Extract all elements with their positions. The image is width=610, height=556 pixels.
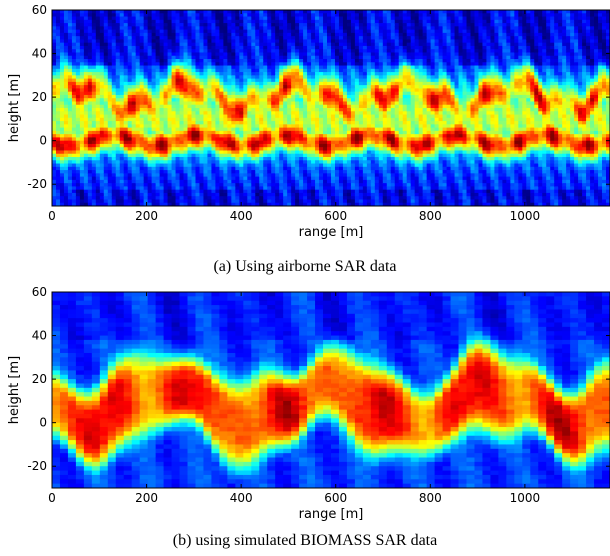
x-axis-label: range [m]	[299, 225, 364, 240]
y-tick-label: 20	[32, 372, 47, 386]
x-tick-label: 1000	[510, 209, 541, 223]
x-tick-label: 200	[135, 491, 158, 505]
y-axis-label: height [m]	[7, 356, 22, 424]
caption-a: (a) Using airborne SAR data	[213, 258, 397, 275]
y-tick-label: -20	[27, 177, 47, 191]
y-tick-label: 40	[32, 329, 47, 343]
y-tick-label: 40	[32, 47, 47, 61]
y-tick-label: -20	[27, 459, 47, 473]
x-tick-label: 600	[324, 209, 347, 223]
heatmap-chart-b: 0 200 400 600 800 1000 -20 0 20 40 60 range [m] heig…	[7, 285, 610, 522]
x-tick-label: 200	[135, 209, 158, 223]
caption-b: (b) using simulated BIOMASS SAR data	[172, 532, 438, 549]
heatmap-cells	[52, 10, 610, 206]
y-tick-label: 60	[32, 3, 47, 17]
x-tick-label: 800	[419, 491, 442, 505]
y-axis-label: height [m]	[7, 74, 22, 142]
x-tick-label: 0	[48, 491, 56, 505]
y-tick-label: 0	[39, 416, 47, 430]
x-tick-label: 400	[230, 209, 253, 223]
x-tick-label: 800	[419, 209, 442, 223]
x-tick-label: 400	[230, 491, 253, 505]
plot-frame	[51, 291, 610, 489]
y-tick-label: 60	[32, 285, 47, 299]
y-tick-label: 0	[39, 134, 47, 148]
heatmap-cells	[52, 292, 610, 488]
heatmap-chart-a: 0 200 400 600 800 1000 -20 0 20 40 60 range [m] heig…	[7, 3, 610, 240]
x-tick-label: 0	[48, 209, 56, 223]
x-tick-label: 1000	[510, 491, 541, 505]
x-tick-label: 600	[324, 491, 347, 505]
x-axis-label: range [m]	[299, 507, 364, 522]
plot-frame	[51, 9, 610, 207]
y-tick-label: 20	[32, 90, 47, 104]
